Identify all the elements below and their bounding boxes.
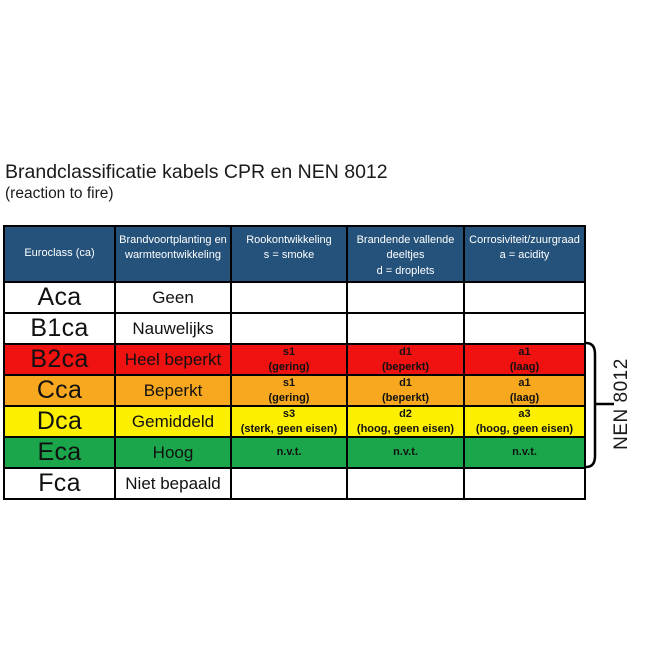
column-header-line: Euroclass (ca) [24, 247, 95, 260]
table-row-Eca: Eca Hoog n.v.t. n.v.t. n.v.t. [3, 436, 586, 469]
column-header-droplets: Brandende vallende deeltjes d = droplets [346, 225, 465, 283]
table-header-row: Euroclass (ca) Brandvoortplanting en warmt… [3, 225, 586, 283]
acidity-cell: a3 (hoog, geen eisen) [463, 405, 586, 438]
acidity-cell-line: a1 [518, 346, 531, 359]
spread-cell: Beperkt [114, 374, 232, 407]
page-subtitle: (reaction to fire) [5, 185, 114, 202]
table-row-Aca: Aca Geen [3, 281, 586, 314]
smoke-cell [230, 467, 348, 500]
nen8012-label: NEN 8012 [611, 358, 632, 450]
column-header-line: Brandvoortplanting en [119, 234, 227, 246]
droplets-cell: n.v.t. [346, 436, 465, 469]
table-row-Cca: Cca Beperkt s1 (gering) d1 (beperkt) a1 (laag) [3, 374, 586, 407]
acidity-cell-line: a3 [518, 408, 531, 421]
column-header-line: Rookontwikkeling [246, 234, 332, 246]
column-header-line: warmteontwikkeling [125, 249, 221, 262]
acidity-cell-line: (hoog, geen eisen) [475, 422, 574, 435]
table-row-B1ca: B1ca Nauwelijks [3, 312, 586, 345]
droplets-cell-line: (beperkt) [381, 360, 430, 373]
table-row-Fca: Fca Niet bepaald [3, 467, 586, 500]
smoke-cell-line: s3 [282, 408, 296, 421]
acidity-cell [463, 467, 586, 500]
acidity-cell: a1 (laag) [463, 343, 586, 376]
nen8012-bracket [585, 341, 614, 469]
smoke-cell: s1 (gering) [230, 343, 348, 376]
euroclass-cell: Fca [3, 467, 116, 500]
droplets-cell: d1 (beperkt) [346, 343, 465, 376]
euroclass-cell: B2ca [3, 343, 116, 376]
smoke-cell-line: (gering) [268, 391, 310, 404]
acidity-cell-line: a1 [518, 377, 531, 390]
column-header-line: s = smoke [263, 249, 315, 262]
smoke-cell: s3 (sterk, geen eisen) [230, 405, 348, 438]
acidity-cell: a1 (laag) [463, 374, 586, 407]
spread-cell: Hoog [114, 436, 232, 469]
droplets-cell-line: d2 [399, 408, 412, 421]
droplets-cell-line: d1 [399, 377, 412, 390]
table-body: Aca Geen B1ca Nauwelijks B2ca Heel beperkt s1(… [3, 281, 586, 500]
table-row-Dca: Dca Gemiddeld s3 (sterk, geen eisen) d2 (hoog… [3, 405, 586, 438]
droplets-cell-line: (beperkt) [381, 391, 430, 404]
column-header-line: Brandende vallende [356, 234, 455, 246]
column-header-line: a = acidity [499, 249, 550, 262]
acidity-cell-line: n.v.t. [512, 446, 537, 459]
euroclass-cell: Dca [3, 405, 116, 438]
table-row-B2ca: B2ca Heel beperkt s1 (gering) d1 (beperkt) a1(… [3, 343, 586, 376]
fire-classification-table: Euroclass (ca) Brandvoortplanting en warmt… [3, 225, 586, 500]
droplets-cell: d2 (hoog, geen eisen) [346, 405, 465, 438]
spread-cell: Gemiddeld [114, 405, 232, 438]
column-header-line: deeltjes [386, 249, 425, 262]
acidity-cell: n.v.t. [463, 436, 586, 469]
euroclass-cell: Eca [3, 436, 116, 469]
column-header-euroclass: Euroclass (ca) [3, 225, 116, 283]
smoke-cell-line: s1 [282, 377, 296, 390]
title-block: Brandclassificatie kabels CPR en NEN 801… [5, 161, 388, 203]
smoke-cell: s1 (gering) [230, 374, 348, 407]
droplets-cell [346, 467, 465, 500]
page-title: Brandclassificatie kabels CPR en NEN 801… [5, 161, 388, 183]
euroclass-cell: Cca [3, 374, 116, 407]
droplets-cell-line: d1 [399, 346, 412, 359]
spread-cell: Heel beperkt [114, 343, 232, 376]
euroclass-cell: Aca [3, 281, 116, 314]
column-header-line: d = droplets [376, 264, 435, 277]
smoke-cell [230, 312, 348, 345]
smoke-cell [230, 281, 348, 314]
acidity-cell [463, 312, 586, 345]
column-header-acidity: Corrosiviteit/zuurgraad a = acidity [463, 225, 586, 283]
smoke-cell-line: n.v.t. [276, 446, 302, 459]
acidity-cell-line: (laag) [509, 360, 540, 373]
acidity-cell-line: (laag) [509, 391, 540, 404]
droplets-cell-line: n.v.t. [393, 446, 418, 459]
smoke-cell-line: (gering) [268, 360, 310, 373]
smoke-cell-line: s1 [282, 346, 296, 359]
droplets-cell: d1 (beperkt) [346, 374, 465, 407]
droplets-cell-line: (hoog, geen eisen) [356, 422, 455, 435]
euroclass-cell: B1ca [3, 312, 116, 345]
spread-cell: Niet bepaald [114, 467, 232, 500]
column-header-spread: Brandvoortplanting en warmteontwikkeling [114, 225, 232, 283]
column-header-line: Corrosiviteit/zuurgraad [469, 234, 580, 246]
column-header-smoke: Rookontwikkeling s = smoke [230, 225, 348, 283]
smoke-cell-line: (sterk, geen eisen) [240, 422, 338, 435]
droplets-cell [346, 281, 465, 314]
spread-cell: Geen [114, 281, 232, 314]
spread-cell: Nauwelijks [114, 312, 232, 345]
droplets-cell [346, 312, 465, 345]
acidity-cell [463, 281, 586, 314]
smoke-cell: n.v.t. [230, 436, 348, 469]
